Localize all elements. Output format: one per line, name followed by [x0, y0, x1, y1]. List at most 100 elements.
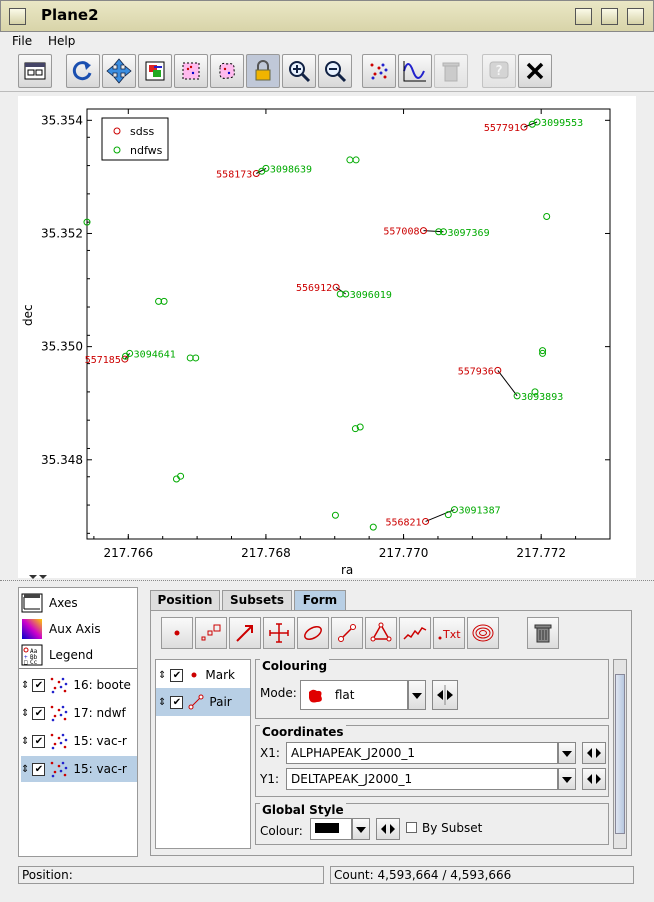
drag-handle-icon[interactable]: ⇕: [158, 696, 167, 708]
add-ellipse-form-button[interactable]: [297, 617, 329, 649]
add-size-form-button[interactable]: [195, 617, 227, 649]
sdss-point-label: 557936: [458, 366, 494, 377]
delete-layer-button[interactable]: [434, 54, 468, 88]
chevron-down-icon: [356, 827, 366, 833]
add-error-form-button[interactable]: [263, 617, 295, 649]
draw-subset-button[interactable]: [174, 54, 208, 88]
minimize-button[interactable]: [575, 8, 592, 25]
y1-select[interactable]: DELTAPEAK_J2000_1: [286, 768, 558, 790]
display-window-button[interactable]: [18, 54, 52, 88]
layer-item[interactable]: ⇕ ✔ 15: vac-r: [21, 728, 137, 754]
close-button[interactable]: [518, 54, 552, 88]
by-subset-checkbox[interactable]: [406, 822, 417, 833]
zoom-out-button[interactable]: [318, 54, 352, 88]
window-menu-button[interactable]: [9, 8, 26, 25]
tab-position[interactable]: Position: [150, 590, 220, 610]
mode-dropdown-button[interactable]: [408, 680, 426, 710]
ndfws-point: [369, 523, 377, 531]
scatter-plot[interactable]: 217.766 217.768 217.770 217.772 35.354 35.352…: [18, 96, 636, 578]
scrollbar-thumb[interactable]: [615, 674, 625, 834]
navigate-button[interactable]: [102, 54, 136, 88]
flat-colour-icon: [309, 689, 322, 702]
export-image-button[interactable]: [138, 54, 172, 88]
collapse-arrows-icon[interactable]: [28, 575, 48, 581]
blob-subset-icon: [219, 62, 235, 79]
lock-axes-button[interactable]: [246, 54, 280, 88]
layer-checkbox[interactable]: ✔: [32, 734, 46, 748]
maximize-button[interactable]: [601, 8, 618, 25]
trash-icon: [534, 624, 552, 643]
control-legend[interactable]: Aa + Bb □ Cc Legend: [21, 642, 137, 668]
layer-item[interactable]: ⇕ ✔ 17: ndwf: [21, 700, 137, 726]
add-line-form-button[interactable]: [399, 617, 431, 649]
x1-select[interactable]: ALPHAPEAK_J2000_1: [286, 742, 558, 764]
add-function-layer-button[interactable]: [398, 54, 432, 88]
add-pair-form-button[interactable]: [331, 617, 363, 649]
add-vector-form-button[interactable]: [229, 617, 261, 649]
add-scatter-layer-button[interactable]: [362, 54, 396, 88]
zoom-in-button[interactable]: [282, 54, 316, 88]
split-pane-divider[interactable]: [0, 575, 654, 586]
y-tick-label: 35.352: [41, 226, 83, 240]
prev-next-icon: [587, 774, 601, 784]
close-window-button[interactable]: [627, 8, 644, 25]
x1-dropdown-button[interactable]: [558, 742, 576, 764]
legend-icon: Aa+ Bb□ Cc: [21, 644, 43, 666]
add-polygon-form-button[interactable]: [365, 617, 397, 649]
mode-select[interactable]: flat: [300, 680, 408, 710]
y1-dropdown-button[interactable]: [558, 768, 576, 790]
layer-item[interactable]: ⇕ ✔ 15: vac-r: [21, 756, 137, 782]
mark-enable-checkbox[interactable]: ✔: [170, 668, 184, 682]
menu-file[interactable]: File: [12, 34, 33, 48]
add-label-form-button[interactable]: Txt: [433, 617, 465, 649]
ndfws-point: [160, 297, 168, 305]
ndfws-point: [331, 511, 339, 519]
polygon-icon: [370, 622, 392, 642]
control-aux-axis[interactable]: Aux Axis: [21, 616, 137, 642]
x1-cycle-buttons[interactable]: [582, 742, 606, 764]
zoom-in-icon: [289, 61, 311, 83]
form-item-pair[interactable]: ⇕ ✔ Pair: [156, 688, 250, 716]
data-points: [83, 118, 551, 531]
y1-cycle-buttons[interactable]: [582, 768, 606, 790]
layer-label: 15: vac-r: [73, 734, 127, 748]
mode-cycle-buttons[interactable]: [432, 680, 458, 710]
menu-help[interactable]: Help: [48, 34, 76, 48]
ndfws-point: [351, 425, 359, 433]
layer-checkbox[interactable]: ✔: [32, 706, 46, 720]
form-layer-list: ⇕ ✔ Mark ⇕ ✔ Pair: [155, 659, 251, 849]
remove-form-button[interactable]: [527, 617, 559, 649]
pair-enable-checkbox[interactable]: ✔: [170, 695, 184, 709]
by-subset-label: By Subset: [422, 821, 483, 835]
layer-checkbox[interactable]: ✔: [32, 762, 46, 776]
status-bar: Position: Count: 4,593,664 / 4,593,666: [0, 862, 654, 902]
control-axes[interactable]: Axes: [21, 590, 137, 616]
tab-subsets[interactable]: Subsets: [222, 590, 292, 610]
drag-handle-icon[interactable]: ⇕: [158, 669, 167, 681]
ndfws-point: [83, 218, 91, 226]
blob-subset-button[interactable]: [210, 54, 244, 88]
layer-item[interactable]: ⇕ ✔ 16: boote: [21, 672, 137, 698]
contour-icon: [472, 624, 494, 642]
drag-handle-icon[interactable]: ⇕: [21, 735, 30, 747]
add-contour-form-button[interactable]: [467, 617, 499, 649]
pair-link-icon: [338, 624, 356, 642]
plot-panel[interactable]: 217.766 217.768 217.770 217.772 35.354 35.352…: [18, 96, 636, 578]
layer-checkbox[interactable]: ✔: [32, 678, 46, 692]
colour-cycle-buttons[interactable]: [376, 818, 400, 840]
form-item-mark[interactable]: ⇕ ✔ Mark: [156, 662, 250, 688]
colour-dropdown-button[interactable]: [352, 818, 370, 840]
form-scrollbar[interactable]: [613, 659, 627, 849]
size-icon: [201, 624, 221, 641]
replot-button[interactable]: [66, 54, 100, 88]
tab-form[interactable]: Form: [294, 590, 346, 610]
drag-handle-icon[interactable]: ⇕: [21, 679, 30, 691]
add-mark-form-button[interactable]: [161, 617, 193, 649]
control-legend-label: Legend: [49, 648, 94, 662]
legend: sdss ndfws: [101, 117, 169, 161]
colour-select[interactable]: [310, 818, 352, 840]
help-button[interactable]: ?: [482, 54, 516, 88]
ndfws-point: [356, 423, 364, 431]
drag-handle-icon[interactable]: ⇕: [21, 707, 30, 719]
drag-handle-icon[interactable]: ⇕: [21, 763, 30, 775]
